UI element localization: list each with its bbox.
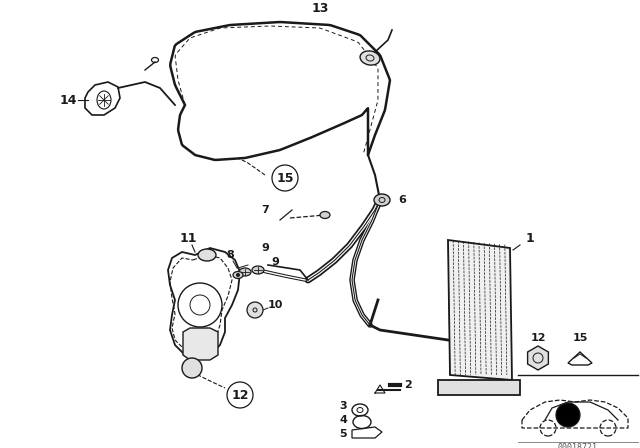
Polygon shape [448, 240, 512, 380]
Ellipse shape [252, 266, 264, 274]
Text: 6: 6 [398, 195, 406, 205]
Circle shape [227, 382, 253, 408]
Text: 9: 9 [271, 257, 279, 267]
Text: 12: 12 [231, 388, 249, 401]
Text: 7: 7 [261, 205, 269, 215]
Circle shape [236, 273, 240, 277]
Text: 2: 2 [404, 380, 412, 390]
Text: 1: 1 [525, 232, 534, 245]
Circle shape [272, 165, 298, 191]
Text: 5: 5 [339, 429, 347, 439]
Ellipse shape [239, 268, 251, 276]
Text: 15: 15 [572, 333, 588, 343]
Ellipse shape [198, 249, 216, 261]
Text: 15: 15 [276, 172, 294, 185]
Text: 00018721: 00018721 [558, 443, 598, 448]
Text: 11: 11 [179, 232, 196, 245]
Text: 4: 4 [339, 415, 347, 425]
Polygon shape [527, 346, 548, 370]
Text: 12: 12 [531, 333, 546, 343]
Text: 3: 3 [339, 401, 347, 411]
Circle shape [182, 358, 202, 378]
Polygon shape [183, 328, 218, 360]
Ellipse shape [320, 211, 330, 219]
Ellipse shape [374, 194, 390, 206]
Ellipse shape [360, 51, 380, 65]
Ellipse shape [233, 271, 243, 279]
Text: 14: 14 [60, 94, 77, 107]
Text: 8: 8 [226, 250, 234, 260]
Text: 10: 10 [268, 300, 283, 310]
Polygon shape [438, 380, 520, 395]
Text: 13: 13 [311, 1, 329, 14]
Circle shape [556, 403, 580, 427]
Circle shape [247, 302, 263, 318]
Text: 9: 9 [261, 243, 269, 253]
